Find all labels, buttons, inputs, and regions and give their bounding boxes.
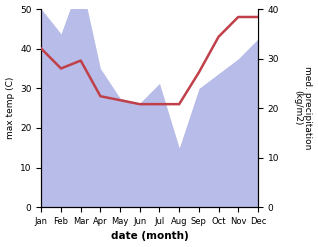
X-axis label: date (month): date (month) — [111, 231, 189, 242]
Y-axis label: med. precipitation
(kg/m2): med. precipitation (kg/m2) — [293, 66, 313, 150]
Y-axis label: max temp (C): max temp (C) — [5, 77, 15, 139]
